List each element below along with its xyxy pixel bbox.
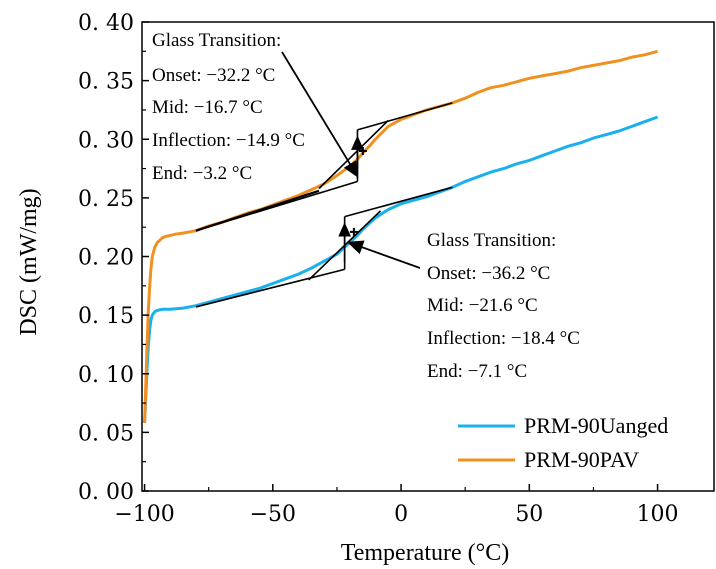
pav-upper-baseline	[357, 102, 453, 131]
series-line-pav	[143, 49, 658, 424]
tangent-lines	[195, 51, 453, 308]
x-axis-title: Temperature (°C)	[341, 540, 510, 566]
y-tick-label: 0. 25	[78, 187, 134, 212]
y-tick-label: 0. 35	[78, 70, 134, 95]
glass-transition-annotation-uanged: Glass Transition: Onset: −36.2 °C Mid: −…	[427, 230, 580, 382]
y-tick-label: 0. 10	[78, 363, 134, 388]
legend-label-uanged: PRM-90Uanged	[524, 413, 668, 438]
pav-fit-overlay	[195, 189, 320, 232]
annotation-mid: Mid: −16.7 °C	[152, 97, 263, 118]
legend: PRM-90Uanged PRM-90PAV	[458, 413, 668, 472]
annotation-title: Glass Transition:	[427, 230, 556, 251]
series-layer	[143, 49, 659, 424]
uanged-lower-baseline	[195, 268, 345, 308]
x-tick-label: 50	[515, 502, 543, 527]
y-tick-label: 0. 15	[78, 304, 134, 329]
annotation-end: End: −3.2 °C	[152, 163, 252, 184]
axis-ticks: 0. 00 0. 05 0. 10 0. 15 0. 20 0. 25 0. 30 0. 35…	[78, 11, 679, 527]
y-tick-label: 0. 05	[78, 421, 134, 446]
series-line-uanged	[143, 115, 659, 424]
y-tick-label: 0. 20	[78, 246, 134, 271]
x-tick-label: −50	[250, 502, 296, 527]
legend-label-pav: PRM-90PAV	[524, 447, 639, 472]
uanged-inflection-marker	[349, 227, 358, 236]
x-tick-label: 0	[394, 502, 408, 527]
uanged-upper-baseline	[344, 186, 453, 218]
annotation-mid: Mid: −21.6 °C	[427, 295, 538, 316]
y-axis-title: DSC (mW/mg)	[16, 188, 42, 335]
annotation-onset: Onset: −32.2 °C	[152, 65, 275, 86]
annotation-inflection: Inflection: −14.9 °C	[152, 130, 305, 151]
glass-transition-annotation-pav: Glass Transition: Onset: −32.2 °C Mid: −…	[152, 30, 305, 184]
pav-inflection-tangent	[318, 119, 389, 190]
x-tick-label: −100	[114, 502, 174, 527]
uanged-callout-arrow	[346, 240, 421, 269]
y-tick-label: 0. 30	[78, 128, 134, 153]
annotation-onset: Onset: −36.2 °C	[427, 263, 550, 284]
y-tick-label: 0. 40	[78, 11, 134, 36]
y-tick-label: 0. 00	[78, 480, 134, 505]
annotation-inflection: Inflection: −18.4 °C	[427, 328, 580, 349]
pav-callout-arrow	[281, 51, 359, 178]
annotation-title: Glass Transition:	[152, 30, 281, 51]
annotation-end: End: −7.1 °C	[427, 361, 527, 382]
x-tick-label: 100	[637, 502, 679, 527]
